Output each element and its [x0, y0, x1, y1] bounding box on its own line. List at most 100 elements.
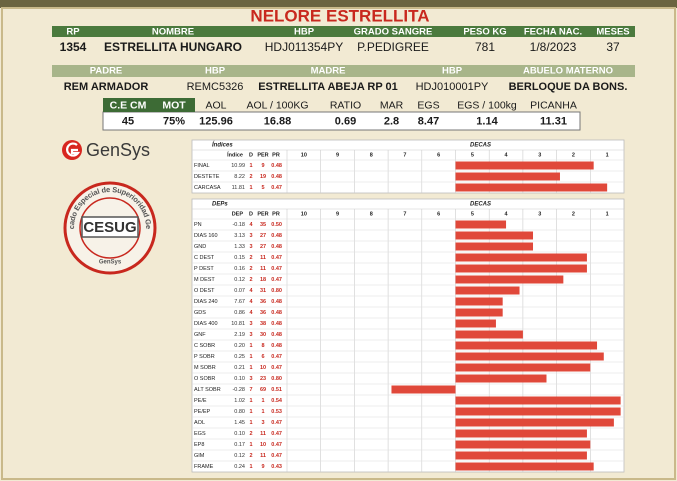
deca-label: 8 — [370, 152, 373, 158]
row-value: 10.99 — [231, 163, 245, 169]
percentile-bar — [455, 341, 598, 350]
header-label: RATIO — [330, 99, 361, 111]
cell-value: REMC5326 — [187, 81, 244, 93]
row-pr: 0.47 — [271, 442, 282, 448]
row-d: 2 — [249, 266, 252, 272]
row-pr: 0.48 — [271, 233, 282, 239]
header-label: AOL — [205, 99, 226, 111]
row-value: 0.15 — [234, 255, 245, 261]
percentile-bar — [455, 440, 591, 449]
header-label: MOT — [162, 99, 186, 111]
row-name: DESTETE — [194, 174, 220, 180]
row-name: GNF — [194, 332, 206, 338]
decas-title: DECAS — [470, 202, 491, 208]
row-per: 19 — [260, 174, 266, 180]
row-per: 10 — [260, 365, 266, 371]
row-per: 69 — [260, 387, 266, 393]
row-d: 7 — [249, 387, 252, 393]
column-label: PR — [272, 152, 280, 158]
row-pr: 0.54 — [271, 398, 283, 404]
row-d: 3 — [249, 244, 252, 250]
column-label: PER — [257, 211, 268, 217]
row-name: FRAME — [194, 464, 214, 470]
cell-value: 1.14 — [476, 115, 498, 127]
row-value: 0.21 — [234, 365, 245, 371]
row-per: 5 — [261, 185, 264, 191]
deca-label: 6 — [437, 211, 440, 217]
row-pr: 0.50 — [271, 222, 282, 228]
cell-value: HDJ011354PY — [265, 40, 344, 54]
row-value: 11.81 — [232, 185, 245, 191]
row-pr: 0.48 — [271, 174, 282, 180]
deca-label: 5 — [471, 152, 474, 158]
deca-label: 1 — [606, 152, 609, 158]
row-pr: 0.43 — [271, 464, 282, 470]
row-per: 30 — [260, 332, 266, 338]
row-per: 36 — [260, 310, 266, 316]
deca-label: 3 — [538, 211, 541, 217]
row-pr: 0.47 — [271, 277, 282, 283]
row-d: 2 — [249, 431, 252, 437]
row-name: DIAS 240 — [194, 299, 218, 305]
table-title: DEPs — [212, 202, 228, 208]
header-label: MAR — [380, 99, 404, 111]
header-label: EGS — [417, 99, 439, 111]
row-d: 3 — [249, 332, 252, 338]
seal-center: CESUG — [83, 219, 136, 236]
row-d: 1 — [249, 442, 252, 448]
header-band — [52, 65, 635, 77]
deca-label: 7 — [403, 152, 406, 158]
row-per: 27 — [260, 244, 266, 250]
row-name: GND — [194, 244, 206, 250]
row-pr: 0.48 — [271, 310, 282, 316]
header-label: HBP — [205, 66, 226, 77]
row-value: 0.86 — [234, 310, 245, 316]
seal-inner — [79, 197, 141, 259]
deca-label: 3 — [538, 152, 541, 158]
row-per: 31 — [260, 288, 266, 294]
row-d: 3 — [249, 321, 252, 327]
row-pr: 0.47 — [271, 420, 282, 426]
row-d: 2 — [249, 277, 252, 283]
row-per: 11 — [260, 431, 266, 437]
row-name: P SOBR — [194, 354, 215, 360]
value-row — [102, 111, 581, 131]
row-name: EGS — [194, 431, 206, 437]
header-label: HBP — [294, 27, 315, 38]
row-per: 27 — [260, 233, 266, 239]
logo: GenSys — [62, 140, 150, 160]
cell-value: 0.69 — [335, 115, 356, 127]
percentile-bar — [455, 308, 503, 317]
row-value: 0.10 — [234, 376, 245, 382]
logo-glyph — [66, 142, 81, 157]
row-per: 38 — [260, 321, 266, 327]
percentile-bar — [455, 275, 564, 284]
header-label: RP — [66, 27, 80, 38]
row-per: 35 — [260, 222, 266, 228]
percentile-bar — [455, 429, 587, 438]
row-value: 1.02 — [234, 398, 245, 404]
row-name: DIAS 400 — [194, 321, 218, 327]
row-value: 8.22 — [234, 174, 245, 180]
row-pr: 0.48 — [271, 299, 282, 305]
row-d: 1 — [249, 420, 252, 426]
row-d: 1 — [249, 163, 252, 169]
header-cell — [153, 98, 195, 112]
percentile-bar — [455, 330, 523, 339]
row-value: 7.67 — [234, 299, 245, 305]
percentile-bar — [455, 374, 547, 383]
percentile-bar — [391, 385, 456, 394]
percentile-bar — [455, 363, 591, 372]
row-name: PE/E — [194, 398, 207, 404]
header-label: HBP — [442, 66, 463, 77]
cell-value: P.PEDIGREE — [357, 40, 429, 54]
row-d: 1 — [249, 343, 252, 349]
deca-label: 6 — [437, 152, 440, 158]
deca-label: 10 — [301, 211, 307, 217]
row-per: 23 — [260, 376, 266, 382]
row-value: 0.25 — [234, 354, 245, 360]
row-d: 1 — [249, 354, 252, 360]
row-value: 0.20 — [234, 343, 245, 349]
row-per: 8 — [261, 343, 264, 349]
row-pr: 0.47 — [271, 365, 282, 371]
